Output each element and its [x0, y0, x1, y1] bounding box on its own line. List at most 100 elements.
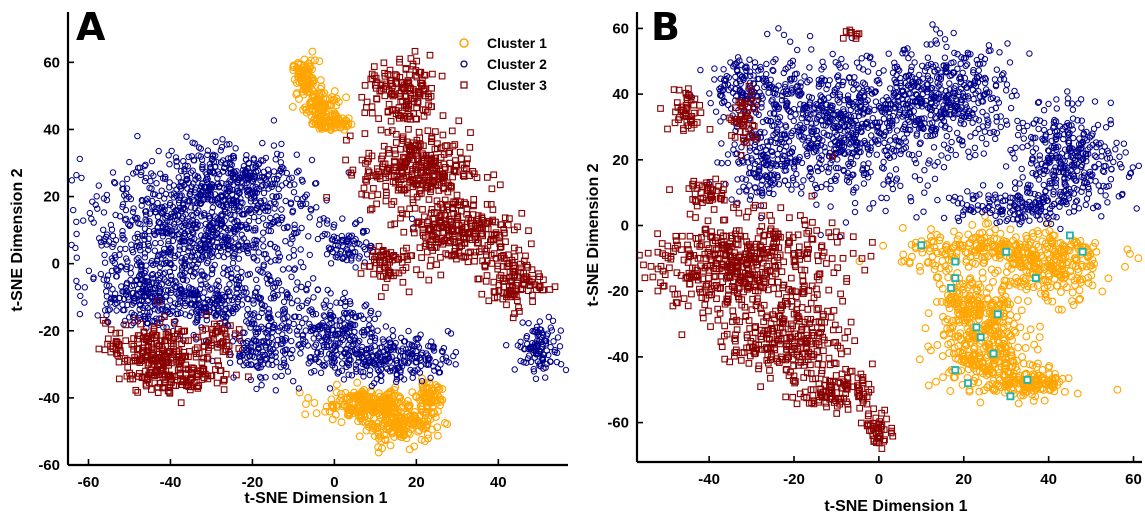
data-point — [428, 84, 435, 92]
data-point — [242, 243, 249, 251]
data-point — [483, 201, 491, 208]
data-point — [270, 142, 278, 149]
data-point — [438, 72, 446, 80]
data-point — [135, 254, 142, 262]
data-point — [257, 294, 265, 302]
data-point — [119, 235, 126, 242]
data-point — [927, 225, 935, 234]
data-point — [289, 207, 297, 215]
data-point — [138, 271, 146, 278]
data-point — [345, 371, 352, 378]
data-point — [419, 349, 426, 356]
data-point — [194, 221, 201, 228]
data-point — [108, 226, 116, 233]
x-tick-label: -40 — [160, 474, 182, 491]
data-point — [169, 231, 176, 239]
data-point — [215, 252, 222, 260]
data-point — [339, 360, 346, 367]
data-point — [171, 231, 178, 239]
data-point — [159, 210, 166, 217]
data-point — [310, 56, 319, 65]
data-point — [132, 277, 139, 284]
data-point — [280, 298, 288, 305]
data-point — [482, 277, 490, 285]
data-point — [138, 297, 145, 305]
data-point — [325, 244, 333, 251]
data-point — [233, 198, 240, 205]
data-point — [76, 310, 84, 318]
data-point — [261, 351, 269, 359]
data-point — [334, 370, 341, 377]
data-point — [388, 414, 397, 423]
data-point — [367, 348, 374, 355]
data-point — [275, 257, 282, 264]
data-point — [183, 218, 190, 225]
data-point — [287, 199, 295, 206]
data-point — [496, 181, 504, 189]
data-point — [236, 293, 243, 301]
data-point — [142, 267, 149, 275]
data-point — [173, 163, 181, 170]
data-point — [215, 277, 222, 284]
data-point — [211, 191, 219, 198]
data-point — [418, 254, 425, 261]
data-point — [366, 371, 373, 379]
data-point — [328, 415, 337, 424]
data-point — [370, 185, 377, 192]
data-point — [217, 159, 225, 166]
data-point — [323, 251, 331, 258]
data-point — [310, 294, 317, 301]
data-point — [144, 315, 152, 322]
data-point — [208, 208, 216, 216]
data-point — [80, 217, 87, 224]
data-point — [218, 211, 225, 218]
data-point — [382, 400, 391, 409]
data-point — [193, 318, 201, 325]
panel-a-ylabel: t-SNE Dimension 2 — [9, 168, 26, 311]
data-point — [470, 195, 478, 203]
data-point — [324, 220, 331, 227]
data-point — [290, 246, 297, 254]
data-point — [425, 276, 433, 284]
data-point — [294, 297, 301, 304]
data-point — [270, 321, 278, 328]
data-point — [304, 77, 313, 86]
data-point — [260, 189, 268, 197]
data-point — [924, 309, 933, 318]
data-point — [199, 187, 207, 194]
data-point — [210, 170, 218, 177]
data-point — [360, 184, 368, 192]
data-point — [103, 300, 110, 307]
data-point — [184, 289, 191, 296]
data-point — [177, 399, 185, 407]
data-point — [418, 401, 427, 410]
data-point — [301, 410, 310, 419]
data-point — [274, 176, 281, 183]
data-point — [291, 181, 298, 188]
data-point — [166, 260, 173, 267]
data-point — [358, 156, 366, 164]
data-point — [341, 388, 350, 397]
data-point — [313, 204, 320, 211]
data-point — [340, 376, 348, 383]
data-point — [125, 221, 132, 228]
data-point — [310, 275, 317, 282]
data-point — [320, 118, 329, 127]
data-point — [103, 276, 111, 283]
data-point — [406, 411, 415, 420]
data-point — [253, 385, 260, 393]
data-point — [355, 354, 363, 361]
data-point — [244, 205, 251, 213]
data-point — [1006, 225, 1015, 234]
data-point — [405, 288, 413, 296]
data-point — [1134, 254, 1143, 263]
data-point — [353, 378, 362, 387]
data-point — [946, 387, 955, 395]
data-point — [273, 359, 280, 366]
data-point — [424, 361, 431, 368]
data-point — [394, 417, 403, 425]
data-point — [217, 220, 224, 227]
data-point — [148, 157, 156, 165]
data-point — [295, 385, 303, 392]
data-point — [191, 157, 198, 164]
